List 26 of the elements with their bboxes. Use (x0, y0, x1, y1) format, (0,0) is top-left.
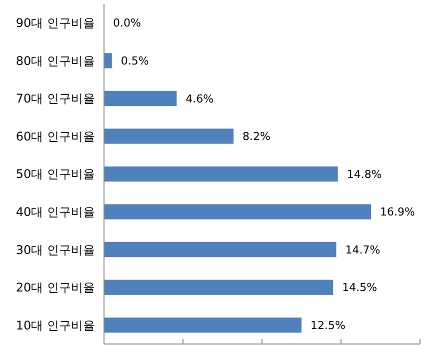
bar (104, 204, 372, 220)
y-tick-label: 30대 인구비율 (16, 242, 95, 257)
bar (104, 128, 234, 144)
y-tick-label: 40대 인구비율 (16, 204, 95, 219)
y-tick-label: 80대 인구비율 (16, 54, 95, 68)
y-tick-label: 10대 인구비율 (16, 318, 95, 332)
data-label: 12.5% (310, 318, 346, 332)
data-label: 16.9% (380, 206, 415, 219)
bar (104, 90, 177, 106)
data-label: 8.2% (242, 130, 271, 144)
bar (104, 242, 336, 258)
y-tick-label: 90대 인구비율 (16, 16, 95, 30)
data-label: 14.8% (346, 168, 382, 181)
data-label: 0.5% (120, 54, 149, 68)
bar (104, 166, 338, 182)
data-label: 0.0% (113, 16, 141, 30)
data-label: 4.6% (186, 92, 214, 106)
bar (104, 318, 302, 333)
bar (104, 280, 334, 295)
data-label: 14.7% (345, 243, 380, 256)
data-label: 14.5% (342, 281, 378, 294)
y-tick-label: 70대 인구비율 (16, 92, 95, 106)
y-tick-label: 60대 인구비율 (16, 129, 95, 144)
y-tick-label: 20대 인구비율 (16, 280, 95, 295)
y-tick-label: 50대 인구비율 (16, 167, 95, 182)
bar (104, 53, 112, 68)
